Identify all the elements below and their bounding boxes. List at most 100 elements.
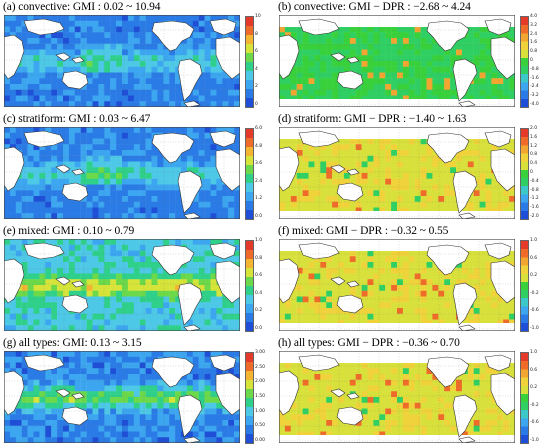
data-cell: [74, 201, 81, 208]
data-cell: [57, 414, 64, 421]
data-cell: [296, 374, 303, 380]
data-cell: [361, 89, 368, 96]
data-cell: [509, 302, 515, 309]
data-cell: [279, 32, 286, 39]
data-cell: [379, 302, 386, 309]
data-cell: [139, 101, 146, 107]
data-cell: [15, 290, 22, 297]
data-cell: [420, 302, 427, 309]
data-cell: [204, 290, 211, 297]
data-cell: [133, 279, 140, 286]
data-cell: [204, 32, 211, 39]
data-cell: [51, 184, 58, 191]
data-cell: [133, 239, 140, 245]
data-cell: [402, 201, 409, 208]
data-cell: [133, 397, 140, 403]
data-cell: [414, 290, 421, 297]
data-cell: [343, 95, 350, 102]
data-cell: [57, 273, 64, 280]
data-cell: [426, 273, 433, 280]
data-cell: [216, 101, 223, 107]
data-cell: [402, 66, 409, 73]
data-cell: [222, 190, 229, 197]
data-cell: [15, 319, 22, 326]
data-cell: [4, 244, 11, 251]
data-cell: [308, 150, 315, 156]
data-cell: [444, 290, 451, 297]
data-cell: [216, 95, 223, 102]
data-cell: [426, 290, 433, 297]
data-cell: [204, 256, 211, 263]
data-cell: [402, 362, 409, 369]
data-cell: [426, 155, 433, 162]
data-cell: [332, 78, 339, 85]
data-cell: [86, 362, 93, 369]
data-cell: [175, 43, 182, 50]
data-cell: [444, 161, 451, 168]
data-cell: [355, 26, 362, 33]
data-cell: [145, 101, 152, 107]
data-cell: [296, 173, 303, 179]
data-cell: [414, 78, 421, 85]
data-cell: [467, 38, 474, 44]
data-cell: [139, 201, 146, 208]
data-cell: [485, 161, 492, 168]
data-cell: [181, 374, 188, 380]
data-cell: [302, 66, 309, 73]
data-cell: [98, 161, 105, 168]
data-cell: [379, 84, 386, 90]
data-cell: [402, 161, 409, 168]
data-cell: [15, 239, 22, 245]
data-cell: [169, 184, 176, 191]
data-cell: [343, 61, 350, 67]
data-cell: [461, 167, 468, 174]
data-cell: [116, 391, 123, 398]
data-cell: [27, 325, 34, 331]
data-cell: [27, 49, 34, 56]
data-cell: [80, 319, 87, 326]
data-cell: [186, 95, 193, 102]
data-cell: [92, 15, 99, 21]
data-cell: [302, 368, 309, 375]
data-cell: [45, 374, 52, 380]
data-cell: [408, 201, 415, 208]
data-cell: [314, 161, 321, 168]
data-cell: [192, 267, 199, 274]
data-cell: [373, 302, 380, 309]
data-cell: [27, 302, 34, 309]
data-cell: [104, 368, 111, 375]
data-cell: [110, 374, 117, 380]
data-cell: [110, 89, 117, 96]
data-cell: [402, 273, 409, 280]
data-cell: [139, 290, 146, 297]
data-cell: [456, 161, 463, 168]
data-cell: [473, 150, 480, 156]
data-cell: [473, 267, 480, 274]
data-cell: [104, 244, 111, 251]
data-cell: [402, 178, 409, 185]
panel-c: (c) stratiform: GMI : 0.03 ~ 6.47 6.0 4.8 3…: [0, 112, 275, 224]
data-cell: [204, 167, 211, 174]
data-cell: [98, 391, 105, 398]
data-cell: [86, 61, 93, 67]
color-bar-ticks: 2.0 1.6 1.2 0.8 0.4 0 -0.4 -0.8 -1.2 -1.6 -2.0: [530, 126, 550, 220]
data-cell: [27, 431, 34, 438]
data-cell: [479, 296, 486, 303]
data-cell: [408, 144, 415, 151]
data-cell: [402, 150, 409, 156]
data-cell: [290, 302, 297, 309]
data-cell: [391, 184, 398, 191]
data-cell: [367, 308, 374, 314]
data-cell: [33, 101, 40, 107]
data-cell: [151, 49, 158, 56]
data-cell: [503, 84, 510, 90]
data-cell: [308, 273, 315, 280]
data-cell: [74, 368, 81, 375]
data-cell: [116, 207, 123, 214]
data-cell: [414, 32, 421, 39]
data-cell: [320, 368, 327, 375]
data-cell: [210, 437, 217, 443]
data-cell: [373, 362, 380, 369]
data-cell: [33, 190, 40, 197]
data-cell: [367, 161, 374, 168]
